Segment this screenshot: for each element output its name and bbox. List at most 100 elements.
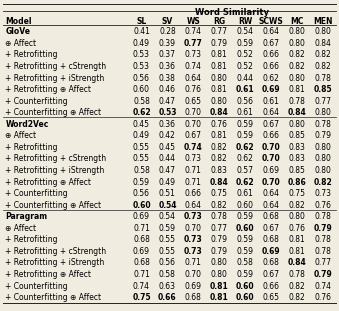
Text: MC: MC <box>290 17 304 26</box>
Text: 0.84: 0.84 <box>315 39 332 48</box>
Text: 0.51: 0.51 <box>159 189 176 198</box>
Text: 0.76: 0.76 <box>315 201 332 210</box>
Text: 0.59: 0.59 <box>237 39 254 48</box>
Text: 0.79: 0.79 <box>315 131 332 140</box>
Text: 0.79: 0.79 <box>211 235 228 244</box>
Text: 0.47: 0.47 <box>159 97 176 106</box>
Text: 0.82: 0.82 <box>211 155 227 163</box>
Text: 0.62: 0.62 <box>236 178 255 187</box>
Text: 0.61: 0.61 <box>237 189 254 198</box>
Text: 0.73: 0.73 <box>184 212 203 221</box>
Text: 0.59: 0.59 <box>237 247 254 256</box>
Text: 0.76: 0.76 <box>288 224 305 233</box>
Text: 0.45: 0.45 <box>159 143 176 152</box>
Text: 0.80: 0.80 <box>211 97 228 106</box>
Text: 0.69: 0.69 <box>262 247 280 256</box>
Text: 0.28: 0.28 <box>159 27 176 36</box>
Text: 0.61: 0.61 <box>237 108 254 117</box>
Text: 0.77: 0.77 <box>184 39 203 48</box>
Text: 0.77: 0.77 <box>211 224 228 233</box>
Text: 0.68: 0.68 <box>263 212 280 221</box>
Text: 0.70: 0.70 <box>185 120 202 129</box>
Text: 0.69: 0.69 <box>133 247 150 256</box>
Text: 0.82: 0.82 <box>315 50 331 59</box>
Text: + Retrofitting + cStrength: + Retrofitting + cStrength <box>5 155 106 163</box>
Text: ⊕ Affect: ⊕ Affect <box>5 131 37 140</box>
Text: 0.60: 0.60 <box>237 201 254 210</box>
Text: 0.55: 0.55 <box>159 235 176 244</box>
Text: 0.82: 0.82 <box>211 143 227 152</box>
Text: 0.71: 0.71 <box>133 224 150 233</box>
Text: 0.76: 0.76 <box>211 120 228 129</box>
Text: 0.39: 0.39 <box>159 39 176 48</box>
Text: 0.66: 0.66 <box>263 50 280 59</box>
Text: 0.65: 0.65 <box>263 293 280 302</box>
Text: 0.62: 0.62 <box>263 73 280 82</box>
Text: 0.52: 0.52 <box>237 50 254 59</box>
Text: 0.54: 0.54 <box>237 27 254 36</box>
Text: 0.68: 0.68 <box>133 258 150 267</box>
Text: 0.84: 0.84 <box>210 178 228 187</box>
Text: 0.77: 0.77 <box>211 27 228 36</box>
Text: 0.62: 0.62 <box>132 108 151 117</box>
Text: 0.80: 0.80 <box>315 166 332 175</box>
Text: 0.64: 0.64 <box>263 189 280 198</box>
Text: 0.82: 0.82 <box>288 62 305 71</box>
Text: 0.83: 0.83 <box>288 143 305 152</box>
Text: 0.58: 0.58 <box>133 97 150 106</box>
Text: 0.65: 0.65 <box>185 97 202 106</box>
Text: 0.61: 0.61 <box>236 85 255 94</box>
Text: 0.80: 0.80 <box>211 258 228 267</box>
Text: 0.44: 0.44 <box>237 73 254 82</box>
Text: 0.59: 0.59 <box>237 235 254 244</box>
Text: 0.60: 0.60 <box>236 281 255 290</box>
Text: 0.66: 0.66 <box>185 189 202 198</box>
Text: 0.78: 0.78 <box>315 73 332 82</box>
Text: 0.38: 0.38 <box>159 73 176 82</box>
Text: + Retrofitting + iStrength: + Retrofitting + iStrength <box>5 258 105 267</box>
Text: 0.81: 0.81 <box>288 85 305 94</box>
Text: 0.36: 0.36 <box>159 62 176 71</box>
Text: 0.84: 0.84 <box>288 108 306 117</box>
Text: 0.55: 0.55 <box>159 247 176 256</box>
Text: 0.71: 0.71 <box>185 166 202 175</box>
Text: 0.80: 0.80 <box>288 39 305 48</box>
Text: 0.56: 0.56 <box>133 189 150 198</box>
Text: 0.70: 0.70 <box>262 155 280 163</box>
Text: 0.83: 0.83 <box>211 166 228 175</box>
Text: 0.54: 0.54 <box>159 212 176 221</box>
Text: + Retrofitting ⊕ Affect: + Retrofitting ⊕ Affect <box>5 85 92 94</box>
Text: 0.59: 0.59 <box>159 224 176 233</box>
Text: 0.70: 0.70 <box>185 108 202 117</box>
Text: 0.64: 0.64 <box>185 201 202 210</box>
Text: 0.49: 0.49 <box>133 131 150 140</box>
Text: 0.82: 0.82 <box>211 201 227 210</box>
Text: 0.66: 0.66 <box>263 62 280 71</box>
Text: 0.70: 0.70 <box>262 143 280 152</box>
Text: 0.78: 0.78 <box>288 97 305 106</box>
Text: + Retrofitting + cStrength: + Retrofitting + cStrength <box>5 247 106 256</box>
Text: 0.53: 0.53 <box>158 108 177 117</box>
Text: 0.55: 0.55 <box>133 155 150 163</box>
Text: 0.75: 0.75 <box>288 189 305 198</box>
Text: 0.70: 0.70 <box>185 270 202 279</box>
Text: WS: WS <box>186 17 200 26</box>
Text: 0.74: 0.74 <box>315 281 332 290</box>
Text: 0.68: 0.68 <box>263 235 280 244</box>
Text: 0.75: 0.75 <box>211 189 228 198</box>
Text: Model: Model <box>5 17 32 26</box>
Text: 0.49: 0.49 <box>133 39 150 48</box>
Text: 0.84: 0.84 <box>288 258 306 267</box>
Text: 0.77: 0.77 <box>315 97 332 106</box>
Text: 0.80: 0.80 <box>288 212 305 221</box>
Text: 0.71: 0.71 <box>133 270 150 279</box>
Text: 0.77: 0.77 <box>315 258 332 267</box>
Text: 0.80: 0.80 <box>211 270 228 279</box>
Text: 0.81: 0.81 <box>211 50 227 59</box>
Text: 0.58: 0.58 <box>237 258 254 267</box>
Text: 0.69: 0.69 <box>185 281 202 290</box>
Text: 0.59: 0.59 <box>237 270 254 279</box>
Text: 0.54: 0.54 <box>158 201 177 210</box>
Text: + Counterfitting: + Counterfitting <box>5 97 68 106</box>
Text: 0.37: 0.37 <box>159 50 176 59</box>
